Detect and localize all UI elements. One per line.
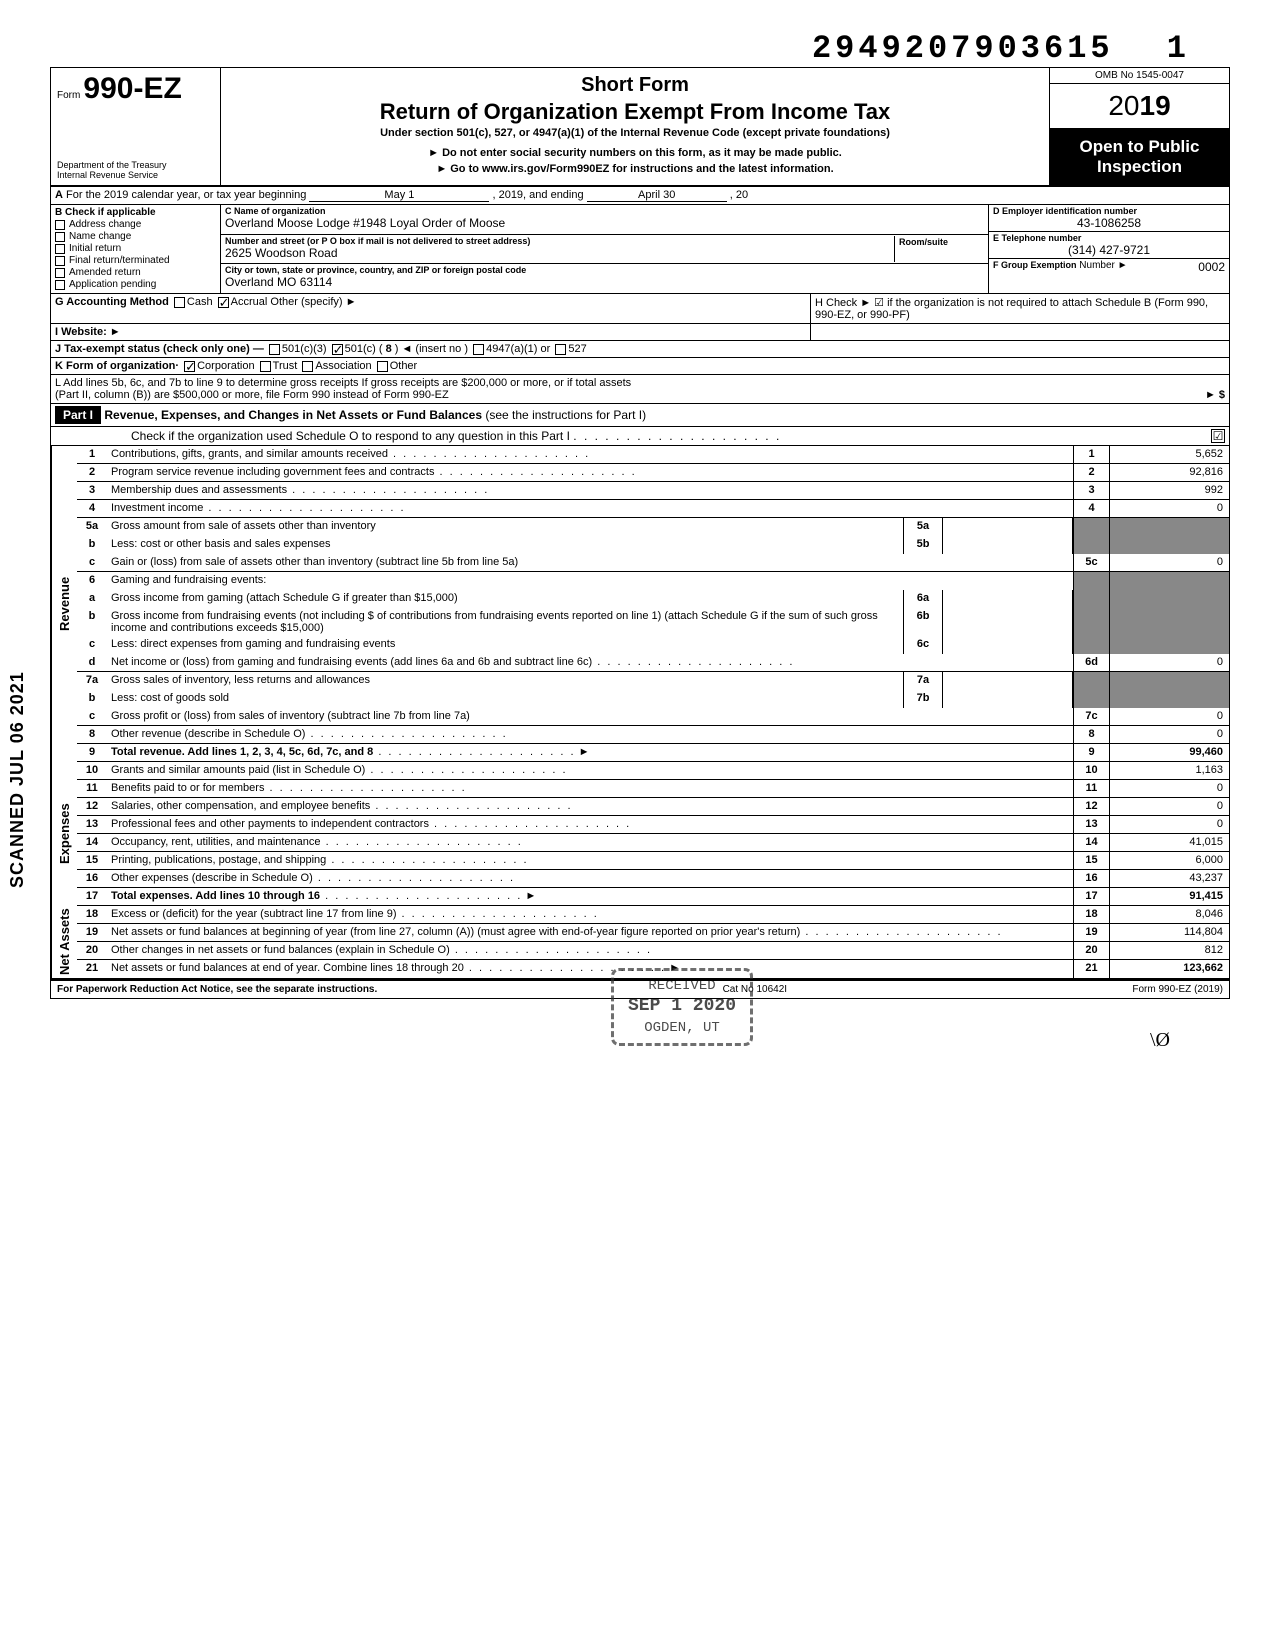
val-8: 0 — [1109, 726, 1229, 743]
line-a: A For the 2019 calendar year, or tax yea… — [51, 187, 1229, 205]
open-public-badge: Open to Public Inspection — [1050, 129, 1229, 185]
year-end[interactable]: April 30 — [587, 189, 727, 202]
line-l-1: L Add lines 5b, 6c, and 7b to line 9 to … — [55, 377, 1225, 389]
group-exempt-value[interactable]: 0002 — [1198, 260, 1225, 274]
return-title: Return of Organization Exempt From Incom… — [229, 99, 1041, 125]
doc-number: 294920790361­5 — [812, 30, 1114, 67]
ck-cash[interactable] — [174, 297, 185, 308]
val-10: 1,163 — [1109, 762, 1229, 779]
ck-trust[interactable] — [260, 361, 271, 372]
ck-application-pending[interactable] — [55, 280, 65, 290]
line-h: H Check ► ☑ if the organization is not r… — [811, 294, 1229, 323]
revenue-side-label: Revenue — [51, 446, 77, 762]
val-1: 5,652 — [1109, 446, 1229, 463]
line-l-amount: ► $ — [1205, 389, 1225, 401]
ck-address-change[interactable] — [55, 220, 65, 230]
check-header: B Check if applicable — [55, 207, 216, 218]
ck-initial-return[interactable] — [55, 244, 65, 254]
dept-line-2: Internal Revenue Service — [57, 171, 214, 181]
ck-accrual[interactable] — [218, 297, 229, 308]
val-11: 0 — [1109, 780, 1229, 797]
expenses-side-label: Expenses — [51, 762, 77, 906]
val-9: 99,460 — [1109, 744, 1229, 761]
group-exempt-label: F Group Exemption — [993, 260, 1077, 270]
ck-4947[interactable] — [473, 344, 484, 355]
ein-label: D Employer identification number — [993, 206, 1225, 216]
addr-label: Number and street (or P O box if mail is… — [225, 236, 894, 246]
ck-other-org[interactable] — [377, 361, 388, 372]
ck-527[interactable] — [555, 344, 566, 355]
ck-name-change[interactable] — [55, 232, 65, 242]
val-6d: 0 — [1109, 654, 1229, 671]
phone-label: E Telephone number — [993, 233, 1225, 243]
short-form-title: Short Form — [229, 74, 1041, 97]
val-20: 812 — [1109, 942, 1229, 959]
org-name-label: C Name of organization — [225, 206, 984, 216]
ssn-note: ► Do not enter social security numbers o… — [229, 147, 1041, 159]
group-exempt-label2: Number ► — [1079, 260, 1127, 271]
form-number: 990-EZ — [83, 72, 181, 105]
line-l-2: (Part II, column (B)) are $500,000 or mo… — [55, 389, 449, 401]
val-15: 6,000 — [1109, 852, 1229, 869]
year-begin[interactable]: May 1 — [309, 189, 489, 202]
city-label: City or town, state or province, country… — [225, 265, 984, 275]
form-prefix: Form — [57, 90, 80, 101]
val-2: 92,816 — [1109, 464, 1229, 481]
ck-association[interactable] — [302, 361, 313, 372]
org-name[interactable]: Overland Moose Lodge #1948 Loyal Order o… — [225, 216, 984, 230]
ck-501c[interactable] — [332, 344, 343, 355]
omb-number: OMB No 1545-0047 — [1050, 68, 1229, 84]
city-val[interactable]: Overland MO 63114 — [225, 275, 984, 289]
val-17: 91,415 — [1109, 888, 1229, 905]
website-label: I Website: ► — [55, 326, 121, 338]
val-7c: 0 — [1109, 708, 1229, 725]
val-16: 43,237 — [1109, 870, 1229, 887]
room-label: Room/suite — [899, 237, 980, 247]
val-14: 41,015 — [1109, 834, 1229, 851]
ein-value[interactable]: 43-1086258 — [993, 216, 1225, 230]
val-12: 0 — [1109, 798, 1229, 815]
ck-corporation[interactable] — [184, 361, 195, 372]
val-3: 992 — [1109, 482, 1229, 499]
ck-501c3[interactable] — [269, 344, 280, 355]
url-note: ► Go to www.irs.gov/Form990EZ for instru… — [229, 163, 1041, 175]
val-19: 114,804 — [1109, 924, 1229, 941]
val-21: 123,662 — [1109, 960, 1229, 978]
ck-amended-return[interactable] — [55, 268, 65, 278]
val-5c: 0 — [1109, 554, 1229, 571]
footer-left: For Paperwork Reduction Act Notice, see … — [57, 984, 377, 995]
ck-final-return[interactable] — [55, 256, 65, 266]
phone-value[interactable]: (314) 427-9721 — [993, 243, 1225, 257]
part-1-label: Part I — [55, 406, 101, 424]
part-1-title: Revenue, Expenses, and Changes in Net As… — [104, 408, 482, 422]
tax-year: 2019 — [1050, 84, 1229, 129]
footer-right: Form 990-EZ (2019) — [1132, 984, 1223, 995]
val-4: 0 — [1109, 500, 1229, 517]
form-page: SCANNED JUL 06 2021 Form 990-EZ Departme… — [50, 67, 1230, 999]
netassets-side-label: Net Assets — [51, 906, 77, 978]
val-18: 8,046 — [1109, 906, 1229, 923]
val-13: 0 — [1109, 816, 1229, 833]
under-section: Under section 501(c), 527, or 4947(a)(1)… — [229, 127, 1041, 139]
page-number: 1 — [1167, 30, 1190, 67]
addr-street[interactable]: 2625 Woodson Road — [225, 246, 894, 260]
ck-schedule-o[interactable]: ☑ — [1211, 429, 1225, 443]
scanned-stamp: SCANNED JUL 06 2021 — [7, 671, 28, 888]
part-1-paren: (see the instructions for Part I) — [485, 408, 646, 422]
received-stamp: RECEIVED SEP 1 2020 OGDEN, UT — [611, 968, 753, 1046]
part-1-check-text: Check if the organization used Schedule … — [131, 429, 570, 443]
